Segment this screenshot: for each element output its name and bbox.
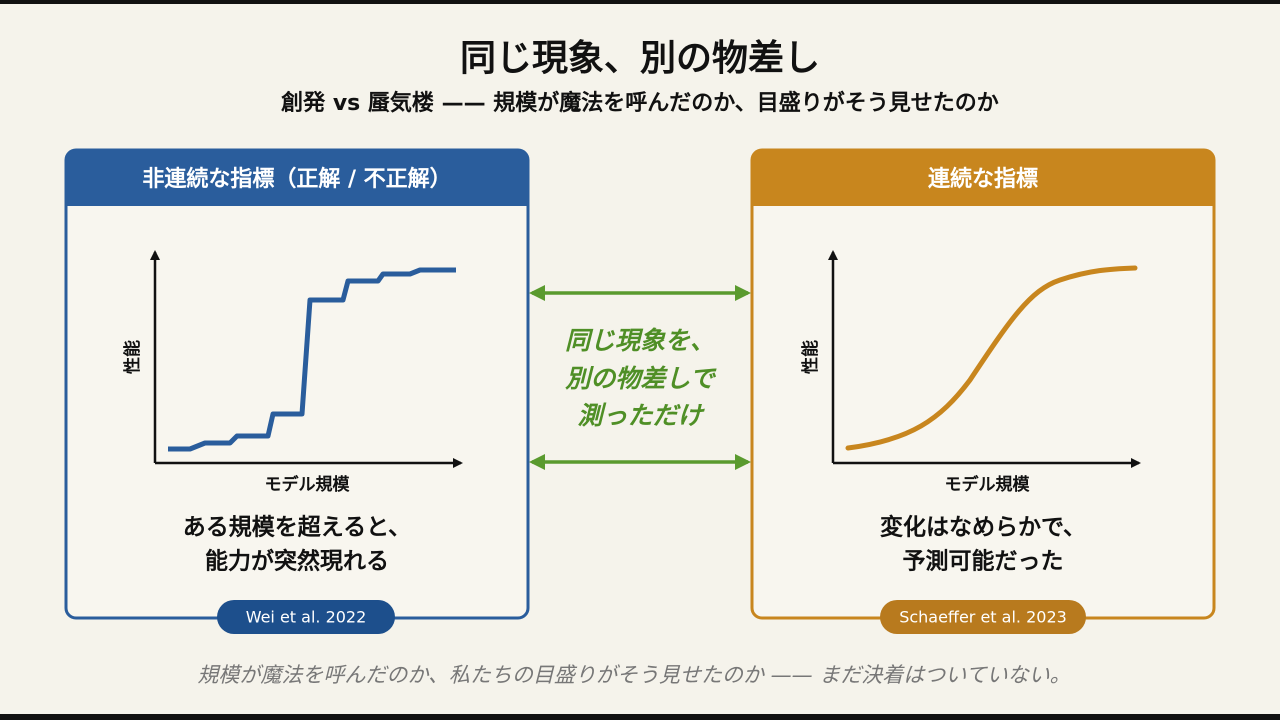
- citation: Schaeffer et al. 2023: [899, 608, 1067, 627]
- center-text: 同じ現象を、: [565, 326, 715, 355]
- subtitle: 創発 vs 蜃気楼 —— 規模が魔法を呼んだのか、目盛りがそう見せたのか: [281, 90, 999, 116]
- y-axis-label: 性能: [122, 340, 143, 374]
- panel-header: 非連続な指標（正解 / 不正解）: [142, 166, 451, 192]
- center-note: 同じ現象を、 別の物差しで 測っただけ: [529, 285, 751, 470]
- caption: ある規模を超えると、: [183, 515, 411, 541]
- x-axis-label: モデル規模: [265, 474, 351, 495]
- step-curve: [168, 267, 456, 452]
- right-panel: 連続な指標 性能 モデル規模 変化はなめらかで、 予測可能だった Schaeff…: [750, 148, 1216, 634]
- footer: 規模が魔法を呼んだのか、私たちの目盛りがそう見せたのか —— まだ決着はついてい…: [197, 663, 1070, 687]
- center-text: 別の物差しで: [564, 364, 716, 393]
- left-panel: 非連続な指標（正解 / 不正解） 性能 モデル規模 ある規模を超えると、 能力が…: [64, 148, 530, 634]
- citation: Wei et al. 2022: [246, 608, 367, 627]
- smooth-curve: [845, 265, 1138, 451]
- y-axis-label: 性能: [800, 340, 821, 374]
- caption: 能力が突然現れる: [205, 548, 389, 575]
- panel-header: 連続な指標: [928, 166, 1038, 192]
- x-axis-label: モデル規模: [945, 474, 1031, 495]
- title: 同じ現象、別の物差し: [460, 38, 820, 79]
- caption: 変化はなめらかで、: [880, 514, 1086, 541]
- center-text: 測っただけ: [577, 401, 705, 430]
- caption: 予測可能だった: [903, 548, 1064, 575]
